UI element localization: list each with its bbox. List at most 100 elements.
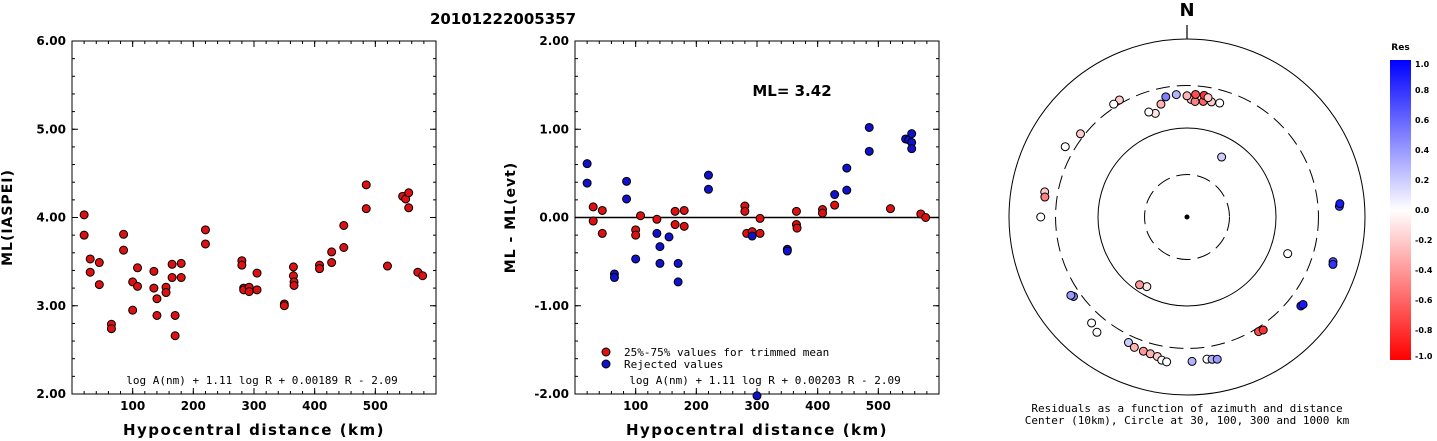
data-point xyxy=(747,231,757,241)
data-point xyxy=(288,262,298,272)
colorbar-tick-label: 0.4 xyxy=(1415,146,1430,155)
data-point xyxy=(152,294,162,304)
data-point xyxy=(382,261,392,271)
data-point xyxy=(631,230,641,240)
station-point xyxy=(1187,356,1197,366)
data-point xyxy=(864,146,874,156)
x-tick-label: 100 xyxy=(120,399,145,413)
station-point xyxy=(1087,318,1097,328)
legend-label: 25%-75% values for trimmed mean xyxy=(624,346,829,359)
data-point xyxy=(339,243,349,253)
data-point xyxy=(170,310,180,320)
y-tick-label: 5.00 xyxy=(36,122,66,136)
legend-marker xyxy=(601,359,611,369)
colorbar xyxy=(1390,60,1411,360)
data-point xyxy=(597,228,607,238)
data-point xyxy=(133,263,143,273)
data-point xyxy=(252,268,262,278)
data-point xyxy=(582,178,592,188)
data-point xyxy=(609,273,619,283)
colorbar-tick-label: -0.4 xyxy=(1415,266,1433,275)
data-point xyxy=(791,206,801,216)
data-point xyxy=(670,220,680,230)
data-point xyxy=(830,190,840,200)
y-tick-label: 4.00 xyxy=(36,211,66,225)
data-point xyxy=(740,206,750,216)
station-point xyxy=(1212,354,1222,364)
data-point xyxy=(664,232,674,242)
data-point xyxy=(237,260,247,270)
station-point xyxy=(1161,92,1171,102)
data-point xyxy=(361,180,371,190)
y-tick-label: 2.00 xyxy=(36,387,66,401)
data-point xyxy=(818,208,828,218)
station-point xyxy=(1066,290,1076,300)
data-point xyxy=(327,258,337,268)
data-point xyxy=(119,229,129,239)
data-point xyxy=(679,205,689,215)
epicenter-marker xyxy=(1184,214,1190,220)
data-point xyxy=(79,230,89,240)
colorbar-tick-label: 0.2 xyxy=(1415,176,1429,185)
colorbar-tick-label: 1.0 xyxy=(1415,60,1430,69)
data-point xyxy=(128,305,138,315)
y-tick-label: 0.00 xyxy=(539,211,569,225)
data-point xyxy=(907,144,917,154)
data-point xyxy=(176,258,186,268)
data-point xyxy=(418,271,428,281)
data-point xyxy=(404,203,414,213)
data-point xyxy=(167,259,177,269)
station-point xyxy=(1217,152,1227,162)
x-tick-label: 400 xyxy=(302,399,327,413)
data-point xyxy=(404,188,414,198)
x-axis-label: Hypocentral distance (km) xyxy=(626,421,888,439)
station-point xyxy=(1129,342,1139,352)
station-point xyxy=(1060,142,1070,152)
data-point xyxy=(161,288,171,298)
data-point xyxy=(361,204,371,214)
station-point xyxy=(1135,280,1145,290)
data-point xyxy=(864,122,874,132)
data-point xyxy=(119,245,129,255)
plot-frame xyxy=(71,40,437,395)
station-point xyxy=(1076,129,1086,139)
colorbar-tick-label: -0.6 xyxy=(1415,296,1433,305)
station-point xyxy=(1040,192,1050,202)
x-tick-label: 200 xyxy=(684,399,709,413)
data-point xyxy=(636,211,646,221)
station-point xyxy=(1258,325,1268,335)
data-point xyxy=(673,258,683,268)
y-tick-label: 2.00 xyxy=(539,34,569,48)
data-point xyxy=(244,287,254,297)
data-point xyxy=(885,204,895,214)
data-point xyxy=(792,223,802,233)
data-point xyxy=(703,170,713,180)
station-point xyxy=(1109,99,1119,109)
data-point xyxy=(830,200,840,210)
data-point xyxy=(252,285,262,295)
data-point xyxy=(752,391,762,401)
formula-text: log A(nm) + 1.11 log R + 0.00203 R - 2.0… xyxy=(629,374,901,387)
data-point xyxy=(79,210,89,220)
data-point xyxy=(327,247,337,257)
ml-residual-plot: 100 200 300 400 500 -2.00 -1.00 0.00 1.00 2.00 Hyp… xyxy=(503,34,940,439)
data-point xyxy=(622,194,632,204)
data-point xyxy=(167,273,177,283)
y-axis-label: ML - ML(evt) xyxy=(503,162,519,273)
ml-annotation: ML= 3.42 xyxy=(752,82,831,100)
x-tick-label: 500 xyxy=(363,399,388,413)
data-point xyxy=(842,185,852,195)
colorbar-tick-label: -1.0 xyxy=(1415,352,1433,361)
data-point xyxy=(149,283,159,293)
distance-ring xyxy=(1008,38,1366,396)
y-tick-label: -1.00 xyxy=(534,299,569,313)
data-point xyxy=(842,163,852,173)
data-point xyxy=(94,258,104,268)
station-point xyxy=(1215,98,1225,108)
legend-label: Rejected values xyxy=(624,358,723,371)
colorbar-tick-label: 0.6 xyxy=(1415,116,1430,125)
station-point xyxy=(1156,99,1166,109)
data-point xyxy=(85,267,95,277)
data-point xyxy=(279,301,289,311)
